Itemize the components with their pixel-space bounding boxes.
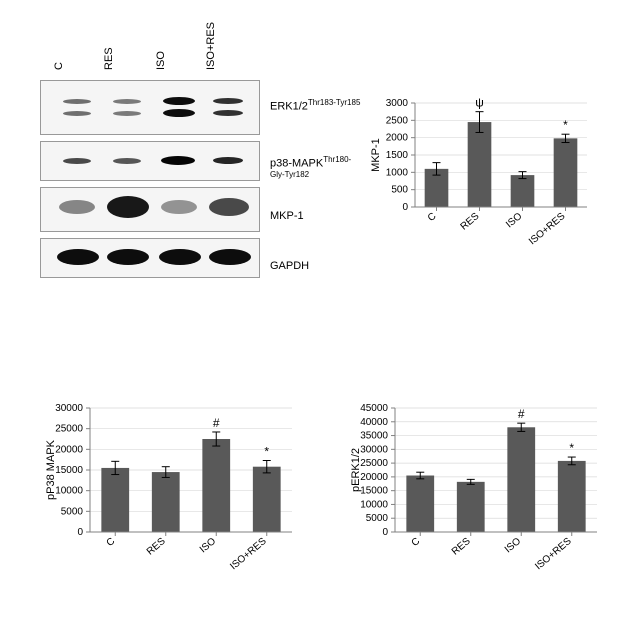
ytick-label: 0 <box>382 527 388 538</box>
xtick-label: ISO+RES <box>527 211 568 248</box>
ylabel: MKP-1 <box>370 138 382 172</box>
ytick-label: 500 <box>391 185 408 196</box>
ytick-label: 5000 <box>61 506 84 517</box>
ytick-label: 25000 <box>55 424 83 435</box>
xtick-label: C <box>426 211 439 224</box>
ytick-label: 3000 <box>386 98 409 109</box>
blot-band <box>213 110 243 116</box>
ytick-label: 2000 <box>386 133 409 144</box>
blot-label: p38-MAPKThr180-Gly-Tyr182 <box>270 155 351 184</box>
blot-band <box>161 200 197 214</box>
ytick-label: 20000 <box>360 472 388 483</box>
annotation: * <box>264 444 269 458</box>
bar <box>101 468 129 532</box>
ylabel: pERK1/2 <box>350 448 362 492</box>
ylabel: pP38 MAPK <box>45 439 57 500</box>
blot-label: GAPDH <box>270 260 309 272</box>
blot-label: MKP-1 <box>270 210 304 222</box>
xtick-label: RES <box>459 211 482 233</box>
blot-panel <box>40 187 260 232</box>
ytick-label: 25000 <box>360 458 388 469</box>
ytick-label: 15000 <box>360 486 388 497</box>
bar <box>202 439 230 532</box>
ytick-label: 10000 <box>360 499 388 510</box>
chart-mkp1: 0 500 1000 1500 2000 2500 3000 Cψ RES ISO * ISO+RES… <box>365 85 595 255</box>
xtick-label: ISO+RES <box>533 536 574 573</box>
bar <box>554 138 578 207</box>
blot-band <box>113 99 141 104</box>
blot-band <box>107 196 149 218</box>
ytick-label: 35000 <box>360 431 388 442</box>
blot-band <box>113 111 141 116</box>
ytick-label: 0 <box>77 527 83 538</box>
blot-band <box>63 158 91 164</box>
ytick-label: 0 <box>402 202 408 213</box>
blot-band <box>161 156 195 165</box>
bar <box>558 461 586 532</box>
lane-label: ISO+RES <box>205 22 217 70</box>
blot-panel <box>40 238 260 278</box>
xtick-label: ISO+RES <box>228 536 269 573</box>
blot-label: ERK1/2Thr183-Tyr185 <box>270 98 360 113</box>
chart-pp38-mapk: 0 5000 10000 15000 20000 25000 30000 C RES # ISO * I… <box>40 390 300 580</box>
annotation: * <box>563 118 568 132</box>
bar <box>152 472 180 532</box>
bar <box>406 476 434 532</box>
bar <box>468 122 492 207</box>
lane-label: ISO <box>155 51 167 70</box>
lane-labels: C RES ISO ISO+RES <box>45 20 265 70</box>
bar <box>507 427 535 532</box>
blot-band <box>209 249 251 265</box>
bar <box>511 175 535 207</box>
xtick-label: C <box>105 536 118 549</box>
annotation: * <box>569 441 574 455</box>
xtick-label: ISO <box>504 211 524 231</box>
blot-band <box>107 249 149 265</box>
bar <box>253 467 281 532</box>
ytick-label: 20000 <box>55 444 83 455</box>
ytick-label: 2500 <box>386 115 409 126</box>
annotation: ψ <box>475 96 484 110</box>
blot-band <box>209 198 249 216</box>
blot-panel <box>40 141 260 181</box>
ytick-label: 5000 <box>366 513 389 524</box>
annotation: # <box>213 416 220 430</box>
ytick-label: 45000 <box>360 403 388 414</box>
ytick-label: 15000 <box>55 465 83 476</box>
blot-band <box>163 109 195 117</box>
blot-band <box>163 97 195 105</box>
xtick-label: ISO <box>198 536 218 556</box>
blot-band <box>213 98 243 104</box>
blot-band <box>63 111 91 116</box>
lane-label: RES <box>103 47 115 70</box>
lane-label: C <box>53 62 65 70</box>
xtick-label: RES <box>145 536 168 558</box>
xtick-label: ISO <box>503 536 523 556</box>
blot-panel <box>40 80 260 135</box>
ytick-label: 30000 <box>360 444 388 455</box>
ytick-label: 10000 <box>55 486 83 497</box>
blot-band <box>159 249 201 265</box>
chart-perk12: 0 5000 10000 15000 20000 25000 30000 35000 40000… <box>345 390 605 580</box>
blot-band <box>59 200 95 214</box>
blot-band <box>57 249 99 265</box>
ytick-label: 1500 <box>386 150 409 161</box>
ytick-label: 1000 <box>386 167 409 178</box>
ytick-label: 40000 <box>360 417 388 428</box>
xtick-label: RES <box>450 536 473 558</box>
blot-band <box>113 158 141 164</box>
xtick-label: C <box>410 536 423 549</box>
annotation: # <box>518 407 525 421</box>
blot-band <box>63 99 91 104</box>
western-blot-stack <box>40 80 260 284</box>
blot-band <box>213 157 243 164</box>
bar <box>457 482 485 532</box>
ytick-label: 30000 <box>55 403 83 414</box>
